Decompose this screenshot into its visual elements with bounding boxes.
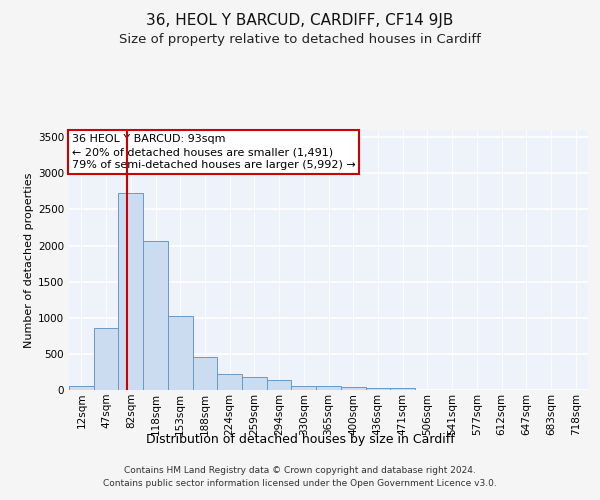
- Bar: [217, 374, 242, 390]
- Bar: [242, 376, 267, 390]
- Bar: [292, 386, 316, 390]
- Bar: [365, 388, 390, 390]
- Bar: [143, 241, 168, 390]
- Bar: [94, 328, 118, 390]
- Bar: [341, 387, 365, 390]
- Text: Contains HM Land Registry data © Crown copyright and database right 2024.: Contains HM Land Registry data © Crown c…: [124, 466, 476, 475]
- Bar: [390, 388, 415, 390]
- Text: Size of property relative to detached houses in Cardiff: Size of property relative to detached ho…: [119, 32, 481, 46]
- Y-axis label: Number of detached properties: Number of detached properties: [24, 172, 34, 348]
- Bar: [168, 316, 193, 390]
- Bar: [316, 386, 341, 390]
- Text: 36 HEOL Y BARCUD: 93sqm
← 20% of detached houses are smaller (1,491)
79% of semi: 36 HEOL Y BARCUD: 93sqm ← 20% of detache…: [71, 134, 355, 170]
- Bar: [69, 386, 94, 390]
- Bar: [193, 357, 217, 390]
- Bar: [267, 380, 292, 390]
- Text: 36, HEOL Y BARCUD, CARDIFF, CF14 9JB: 36, HEOL Y BARCUD, CARDIFF, CF14 9JB: [146, 12, 454, 28]
- Text: Distribution of detached houses by size in Cardiff: Distribution of detached houses by size …: [146, 432, 454, 446]
- Bar: [118, 193, 143, 390]
- Text: Contains public sector information licensed under the Open Government Licence v3: Contains public sector information licen…: [103, 479, 497, 488]
